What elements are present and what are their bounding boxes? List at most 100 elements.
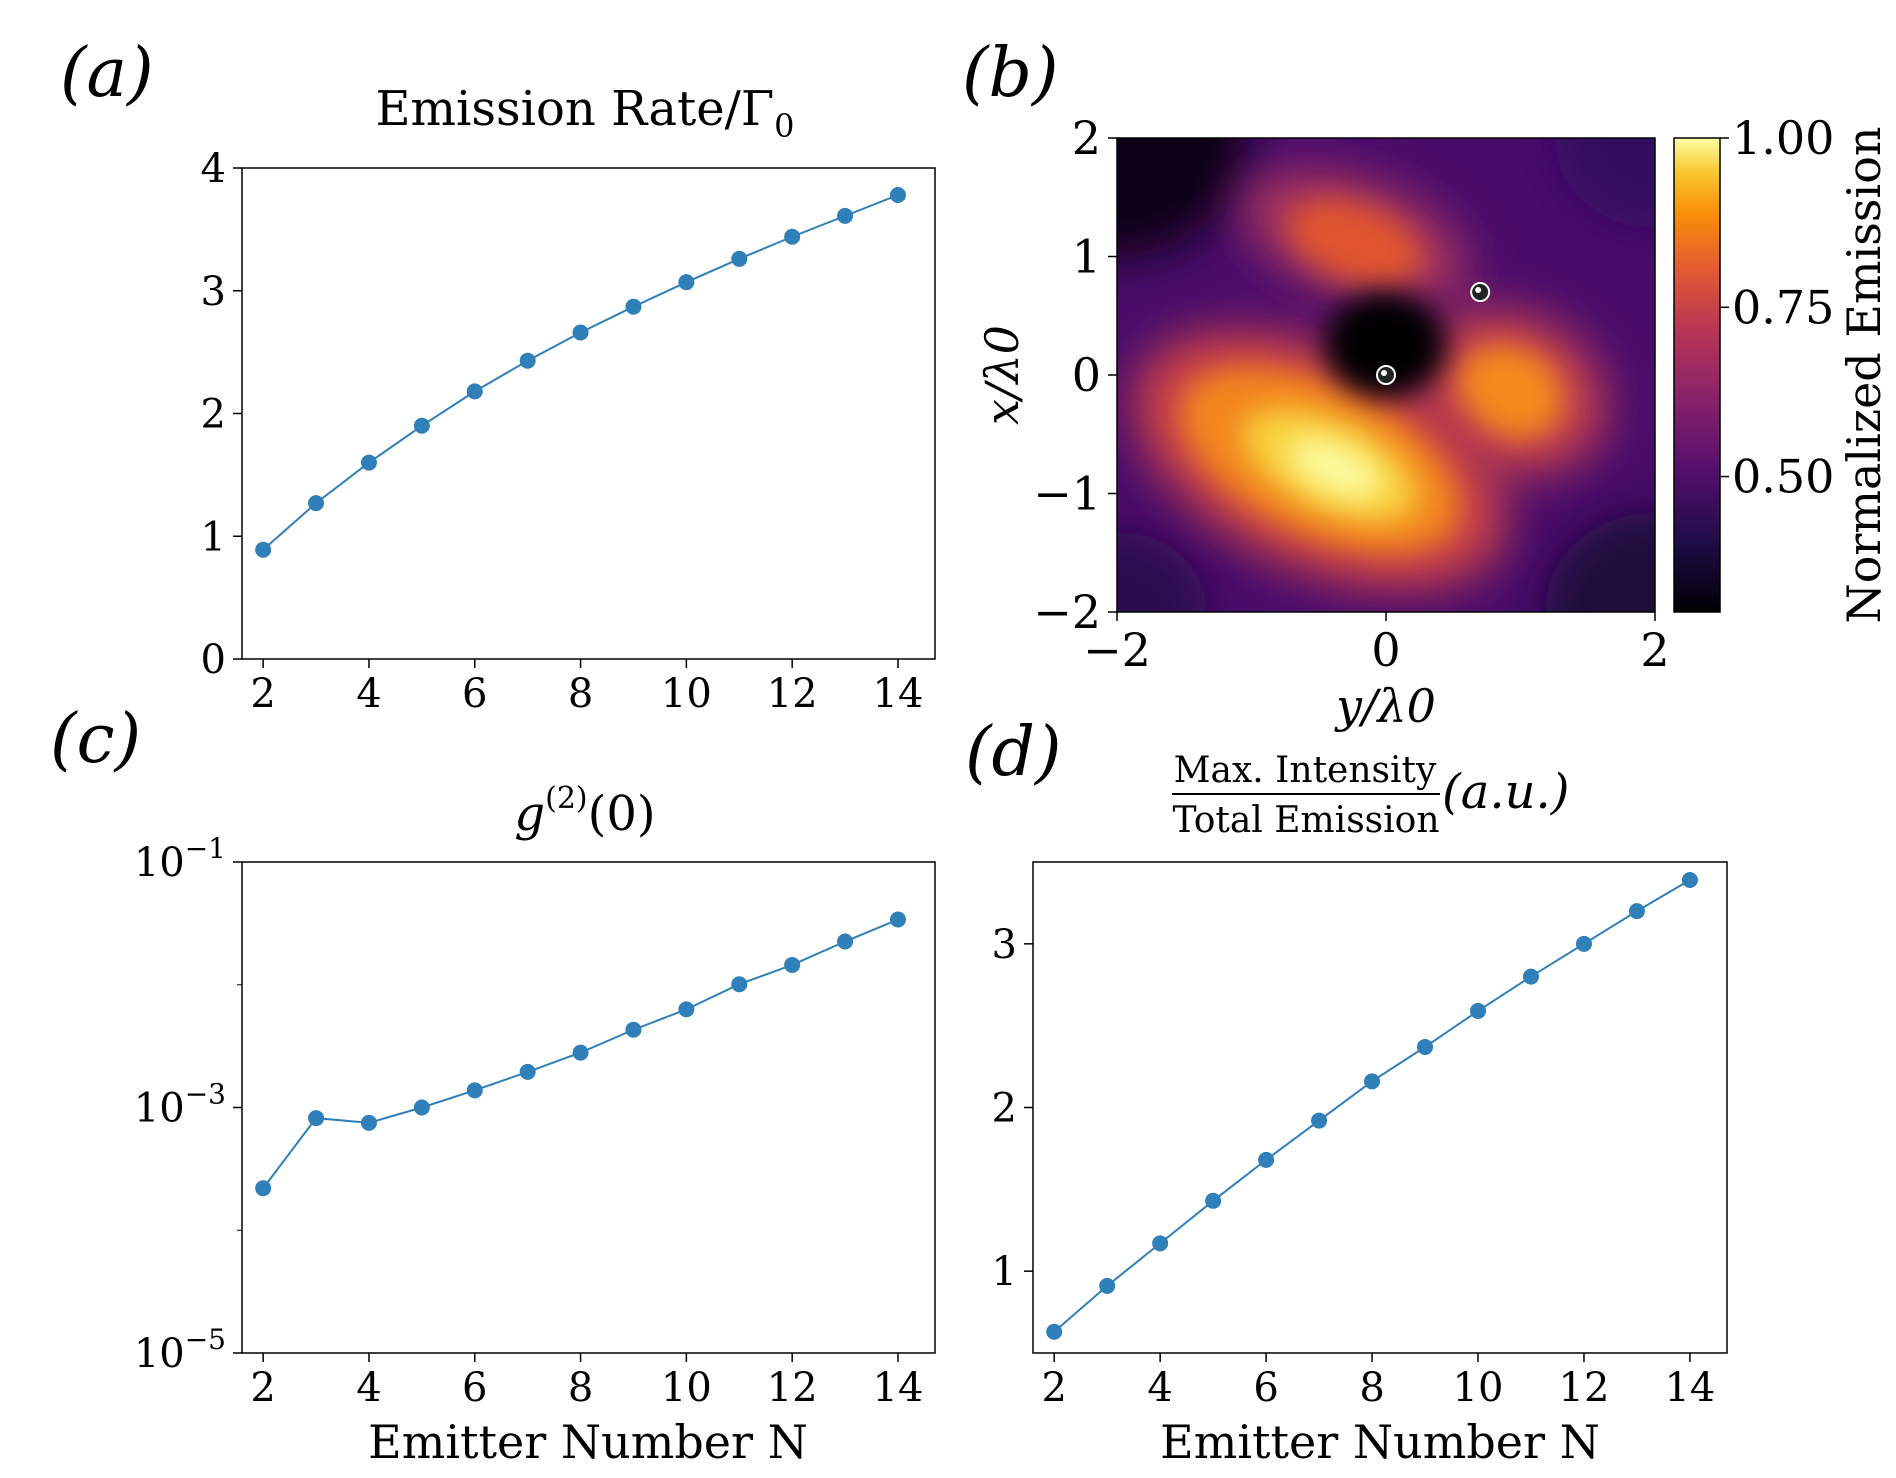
panel-d-xlabel: Emitter Number N xyxy=(1160,1415,1600,1469)
d-data-point xyxy=(1364,1073,1381,1090)
b-ytick-label: 2 xyxy=(1072,111,1101,165)
panel-label-c: (c) xyxy=(50,700,141,779)
a-xtick-label: 2 xyxy=(250,671,275,717)
b-xtick-label: 0 xyxy=(1371,623,1400,677)
colorbar-tick-label: 0.75 xyxy=(1732,280,1834,334)
d-data-point xyxy=(1681,872,1698,889)
a-xtick-label: 12 xyxy=(767,671,818,717)
a-xtick-label: 14 xyxy=(873,671,924,717)
panel-d-title-suffix: (a.u.) xyxy=(1442,764,1570,820)
panel-label-d: (d) xyxy=(965,713,1062,792)
c-data-point xyxy=(308,1110,325,1127)
d-data-point xyxy=(1152,1235,1169,1252)
a-xtick-label: 6 xyxy=(462,671,487,717)
c-data-point xyxy=(837,933,854,950)
d-xtick-label: 6 xyxy=(1253,1365,1278,1411)
c-data-point xyxy=(519,1063,536,1080)
d-xtick-label: 10 xyxy=(1453,1365,1504,1411)
d-data-point xyxy=(1099,1277,1116,1294)
c-data-point xyxy=(625,1021,642,1038)
d-ytick-label: 1 xyxy=(992,1249,1017,1295)
a-data-point xyxy=(466,383,483,400)
c-ytick-label: 10−5 xyxy=(134,1323,226,1377)
a-data-point xyxy=(731,250,748,267)
d-data-point xyxy=(1311,1112,1328,1129)
panel-label-b: (b) xyxy=(962,34,1059,113)
c-xtick-label: 8 xyxy=(568,1365,593,1411)
a-data-point xyxy=(360,454,377,471)
colorbar-tick-label: 1.00 xyxy=(1732,111,1834,165)
emitter-marker-highlight xyxy=(1381,370,1387,376)
a-data-point xyxy=(413,417,430,434)
panel-c-xlabel: Emitter Number N xyxy=(368,1415,808,1469)
a-data-point xyxy=(572,324,589,341)
panel-b-heatmap: −2 0 2 2 1 0 −1 −2 y/λ0 x/λ0 1.00 0.75 0.50 Norm… xyxy=(975,111,1891,733)
a-xtick-label: 4 xyxy=(356,671,381,717)
colorbar-tick-label: 0.50 xyxy=(1732,450,1834,504)
d-xtick-label: 4 xyxy=(1147,1365,1172,1411)
a-data-point xyxy=(784,228,801,245)
d-data-point xyxy=(1575,935,1592,952)
d-ytick-label: 3 xyxy=(992,922,1017,968)
heatmap-image xyxy=(1117,138,1655,612)
b-ytick-label: 1 xyxy=(1072,230,1101,284)
a-data-point xyxy=(678,274,695,291)
c-ytick-label: 10−3 xyxy=(134,1078,226,1132)
b-xtick-label: −2 xyxy=(1083,623,1151,677)
c-xtick-label: 6 xyxy=(462,1365,487,1411)
panel-d-title-numerator: Max. Intensity xyxy=(1174,750,1437,791)
emitter-marker-highlight xyxy=(1475,287,1482,294)
c-xtick-label: 2 xyxy=(250,1365,275,1411)
c-xtick-label: 12 xyxy=(767,1365,818,1411)
a-data-point xyxy=(889,187,906,204)
b-ytick-label: −1 xyxy=(1033,467,1101,521)
a-xtick-label: 8 xyxy=(568,671,593,717)
a-ytick-label: 4 xyxy=(201,146,226,192)
d-xtick-label: 12 xyxy=(1559,1365,1610,1411)
panel-label-a: (a) xyxy=(60,34,154,113)
c-ytick-label: 10−1 xyxy=(134,832,226,886)
a-ytick-label: 2 xyxy=(201,392,226,438)
heatmap-ylabel: x/λ0 xyxy=(975,325,1029,425)
d-xtick-label: 14 xyxy=(1664,1365,1715,1411)
d-data-point xyxy=(1522,968,1539,985)
d-data-point xyxy=(1470,1002,1487,1019)
colorbar xyxy=(1673,137,1721,613)
a-data-point xyxy=(625,298,642,315)
a-data-point xyxy=(255,541,272,558)
c-data-point xyxy=(413,1099,430,1116)
panel-c-title: g(2)(0) xyxy=(514,781,655,842)
c-xtick-label: 14 xyxy=(873,1365,924,1411)
c-data-point xyxy=(731,976,748,993)
panel-d-title-denominator: Total Emission xyxy=(1172,800,1439,841)
b-ytick-label: −2 xyxy=(1033,585,1101,639)
a-ytick-label: 1 xyxy=(201,514,226,560)
c-data-point xyxy=(889,911,906,928)
panel-d-frame xyxy=(1032,861,1728,1354)
c-data-point xyxy=(678,1001,695,1018)
panel-a-title: Emission Rate/Γ0 xyxy=(376,81,795,145)
a-ytick-label: 0 xyxy=(201,637,226,683)
a-xtick-label: 10 xyxy=(661,671,712,717)
c-data-point xyxy=(784,956,801,973)
d-series-line xyxy=(1053,879,1691,1333)
d-data-point xyxy=(1417,1038,1434,1055)
a-data-point xyxy=(308,495,325,512)
colorbar-label: Normalized Emission xyxy=(1837,126,1891,623)
c-data-point xyxy=(360,1114,377,1131)
a-data-point xyxy=(837,207,854,224)
b-ytick-label: 0 xyxy=(1072,348,1101,402)
d-xtick-label: 8 xyxy=(1359,1365,1384,1411)
a-data-point xyxy=(519,352,536,369)
a-series-line xyxy=(262,194,899,551)
d-xtick-label: 2 xyxy=(1041,1365,1066,1411)
a-ytick-label: 3 xyxy=(201,269,226,315)
c-xtick-label: 10 xyxy=(661,1365,712,1411)
c-data-point xyxy=(572,1044,589,1061)
c-xtick-label: 4 xyxy=(356,1365,381,1411)
d-data-point xyxy=(1258,1151,1275,1168)
heatmap-xlabel: y/λ0 xyxy=(1334,679,1436,733)
panel-c-chart: g(2)(0) 10−1 10−3 10−5 2 4 6 8 10 12 14 Emitter … xyxy=(134,781,936,1469)
